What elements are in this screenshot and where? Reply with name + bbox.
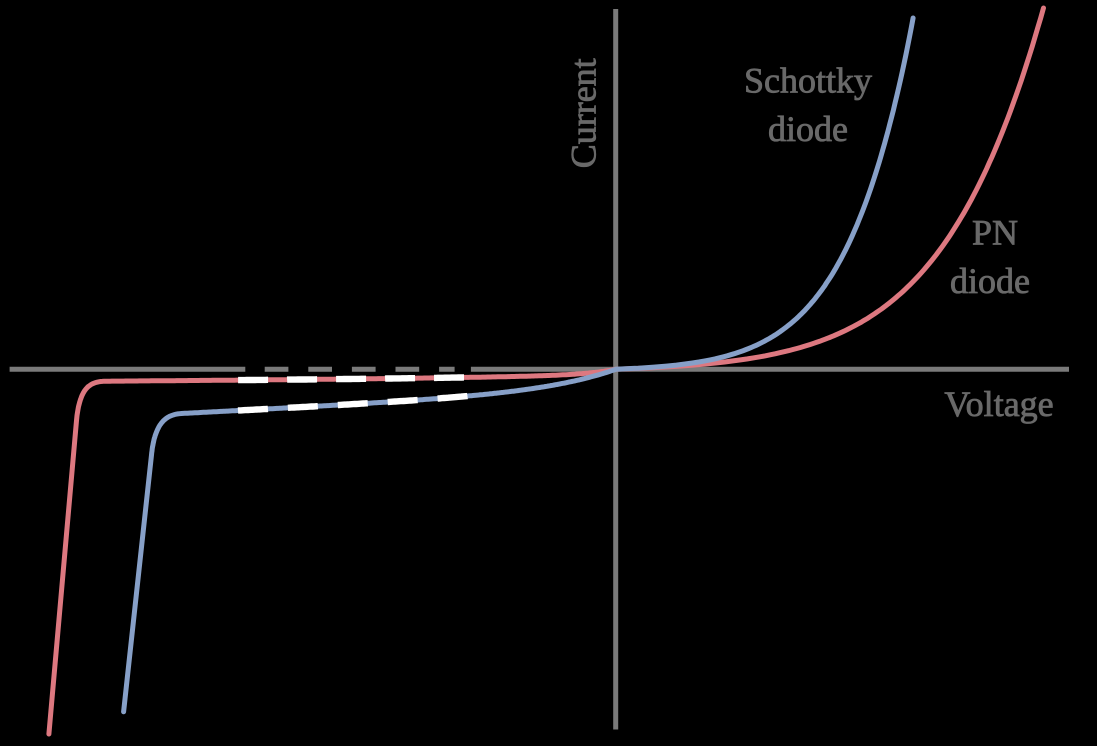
svg-text:diode: diode [950,261,1030,301]
svg-text:PN: PN [972,212,1018,252]
svg-text:Voltage: Voltage [944,384,1053,424]
svg-text:Current: Current [564,58,604,168]
svg-text:diode: diode [768,109,848,149]
svg-text:Schottky: Schottky [744,61,872,101]
